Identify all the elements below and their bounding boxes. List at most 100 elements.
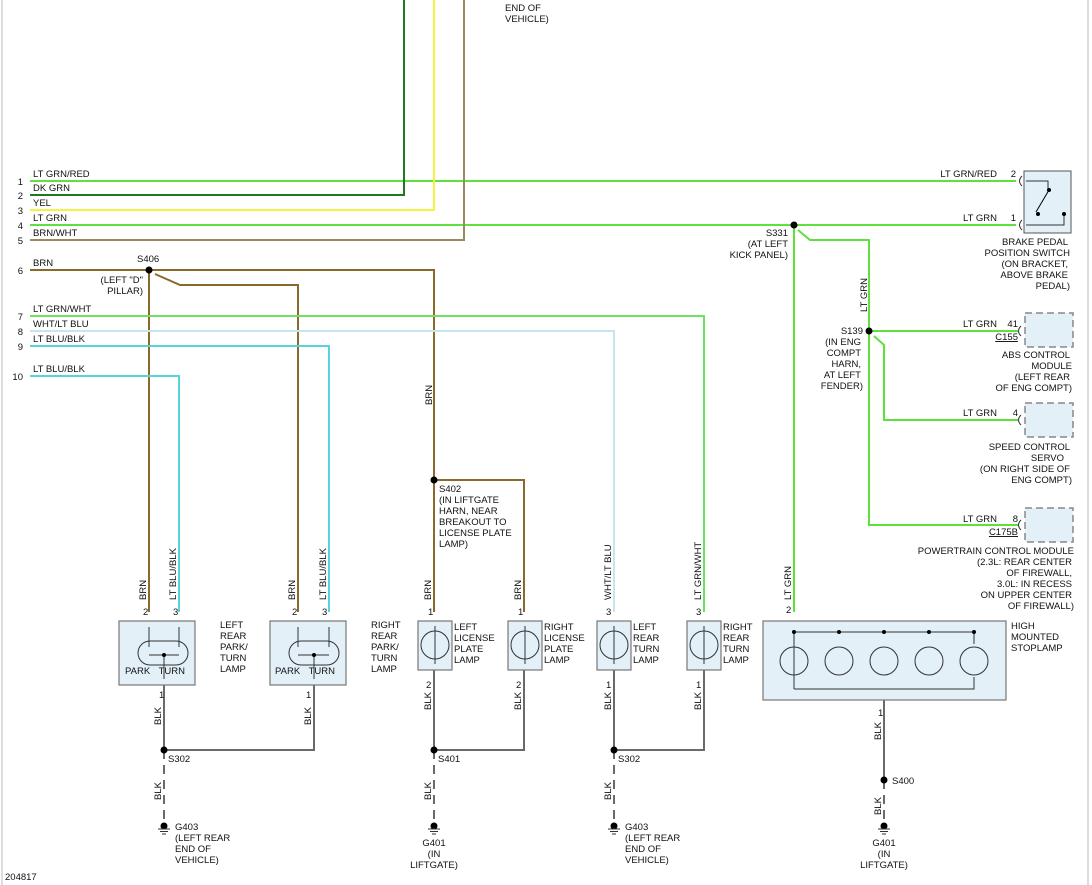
wire-8 (30, 330, 615, 612)
wire-label: BLK (423, 691, 434, 710)
wire-label: LT GRN/RED (33, 169, 90, 180)
wire-label: LT BLU/BLK (33, 334, 86, 345)
component-name: REAR (371, 631, 398, 642)
pin-number: 2 (516, 680, 521, 691)
wire-num: 7 (18, 312, 23, 323)
pin-number: 1 (1011, 213, 1016, 224)
component-name: BRAKE PEDAL (1002, 237, 1068, 248)
blk-labels: BLK BLK BLK BLK BLK BLK BLK BLK BLK BLK … (153, 691, 884, 815)
wire-labels: 1 LT GRN/RED 2 DK GRN 3 YEL 4 LT GRN 5 B… (12, 169, 91, 383)
component-name: REAR (723, 633, 750, 644)
splice-location: PILLAR) (107, 286, 143, 297)
component-name: TURN (723, 644, 750, 655)
component-name: OF ENG COMPT) (995, 383, 1072, 394)
ground-id: G401 (422, 838, 445, 849)
wire-label: BRN (287, 580, 298, 600)
lamp-wire-labels: BRN LT BLU/BLK BRN LT BLU/BLK BRN BRN WH… (138, 542, 794, 600)
splice-location: (AT LEFT (748, 239, 788, 250)
component-name: TURN (633, 644, 660, 655)
ground-location: (IN (428, 849, 441, 860)
component-name: REAR (633, 633, 660, 644)
wire-label-lt-grn: LT GRN (859, 278, 870, 312)
pin-number: 4 (1013, 408, 1018, 419)
left-rear-turn-lamp: 3 1 LEFT REAR TURN LAMP (596, 607, 660, 691)
wire-label: LT BLU/BLK (33, 364, 86, 375)
component-name: RIGHT (723, 622, 753, 633)
bulb-icon (824, 646, 854, 676)
bulb-icon (914, 646, 944, 676)
wire-num: 10 (12, 372, 23, 383)
ground-location: (LEFT REAR (175, 833, 230, 844)
park-label: PARK (275, 666, 301, 677)
wire-label: BLK (873, 721, 884, 740)
wire-num: 4 (18, 221, 23, 232)
wire-num: 2 (18, 191, 23, 202)
wire-label: BLK (603, 691, 614, 710)
splice-location: (LEFT "D" (101, 275, 143, 286)
splice-s402: S402 (IN LIFTGATE HARN, NEAR BREAKOUT TO… (430, 476, 512, 550)
splice-s401: S401 (438, 754, 460, 765)
abs-control-module: LT GRN 41 C155 ABS CONTROL MODULE (LEFT … (963, 312, 1074, 394)
splice-s302-left: S302 (168, 754, 190, 765)
wire-7 (30, 315, 705, 612)
wire-label: LT GRN (963, 514, 997, 525)
brake-pedal-position-switch: LT GRN/RED 2 LT GRN 1 BRAKE PEDAL POSITI… (940, 169, 1072, 292)
pin-number: 3 (173, 607, 178, 618)
wire-num: 5 (18, 236, 23, 247)
wire-num: 3 (18, 206, 23, 217)
component-name: LEFT (454, 622, 477, 633)
wire-speed-control (873, 335, 1018, 421)
component-name: MODULE (1031, 361, 1072, 372)
wire-label: BRN/WHT (33, 228, 78, 239)
pin-number: 3 (322, 607, 327, 618)
wire-num: 9 (18, 342, 23, 353)
splice-location: FENDER) (821, 381, 863, 392)
ground-location: LIFTGATE) (410, 860, 458, 871)
bulb-icon (779, 646, 809, 676)
component-name: HIGH (1011, 621, 1035, 632)
splice-location: LAMP) (439, 539, 468, 550)
ground-id: G403 (175, 822, 198, 833)
component-name: (ON RIGHT SIDE OF (980, 464, 1070, 475)
component-name: LEFT (220, 620, 243, 631)
splice-location: AT LEFT (824, 370, 861, 381)
pin-number: 2 (1011, 169, 1016, 180)
component-name: POSITION SWITCH (985, 248, 1071, 259)
component-name: SERVO (1031, 453, 1064, 464)
wire-9 (30, 345, 330, 612)
connector-id: C155 (995, 332, 1018, 343)
junction-dot (927, 630, 931, 634)
wire-label: LT GRN (33, 213, 67, 224)
right-rear-park-turn-lamp: 2 3 1 PARK TURN RIGHT REAR PARK/ TURN LA… (269, 607, 401, 701)
pin-number: 2 (426, 680, 431, 691)
wire-num: 1 (18, 177, 23, 188)
splice-location: HARN, (831, 359, 861, 370)
wire-s331-s139 (797, 229, 870, 331)
junction-dot (837, 630, 841, 634)
ground-location: (LEFT REAR (625, 833, 680, 844)
splice-id: S406 (137, 254, 159, 265)
pin-number: 1 (606, 680, 611, 691)
splice-location: COMPT (827, 348, 862, 359)
component-name: LAMP (723, 655, 749, 666)
wire-num: 6 (18, 266, 23, 277)
component-name: 3.0L: IN RECESS (997, 579, 1072, 590)
wire-label: LT GRN (963, 213, 997, 224)
component-name: ENG COMPT) (1011, 475, 1072, 486)
splice-location: HARN, NEAR (439, 506, 498, 517)
component-name: POWERTRAIN CONTROL MODULE (918, 546, 1074, 557)
component-name: LAMP (454, 655, 480, 666)
turn-label: TURN (159, 666, 186, 677)
pin-number: 41 (1007, 319, 1018, 330)
wire-6-branch-right (154, 273, 299, 612)
component-name: LICENSE (544, 633, 585, 644)
wire-label: BRN (138, 580, 149, 600)
wire-label: WHT/LT BLU (603, 544, 614, 600)
splice-s331: S331 (AT LEFT KICK PANEL) (730, 221, 798, 261)
splice-location: LICENSE PLATE (439, 528, 512, 539)
ground-g403-left: G403 (LEFT REAR END OF VEHICLE) (158, 822, 230, 866)
wire-label: LT GRN/WHT (693, 542, 704, 600)
right-rear-turn-lamp: 3 1 RIGHT REAR TURN LAMP (686, 607, 753, 691)
pin-number: 1 (306, 690, 311, 701)
